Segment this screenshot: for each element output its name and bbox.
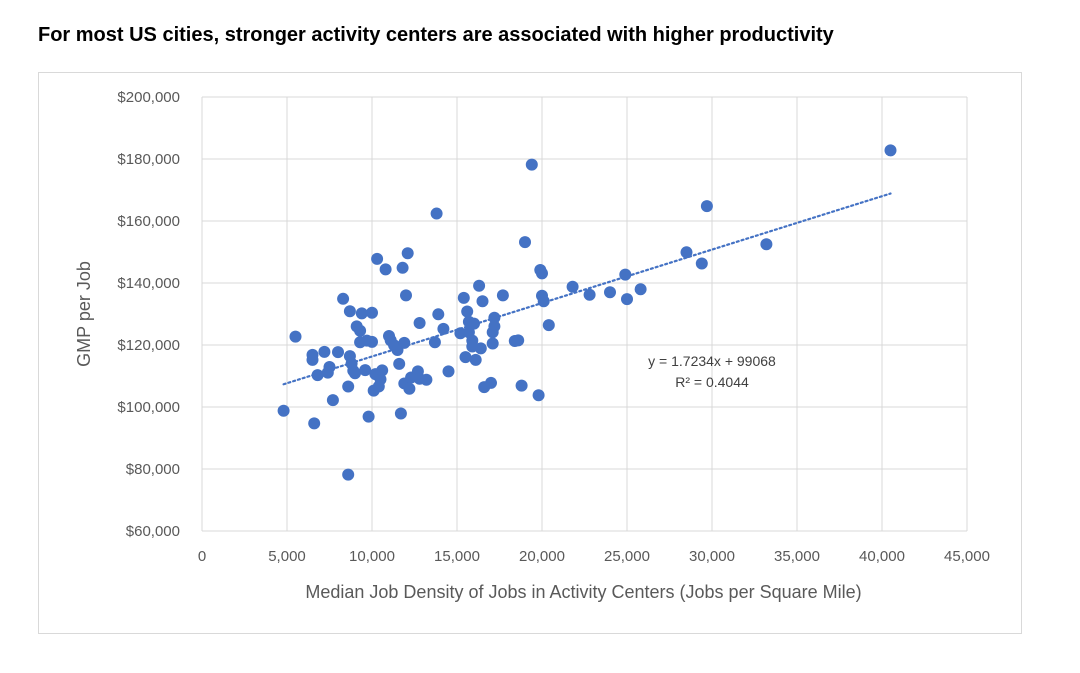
data-point [485, 376, 497, 389]
chart-title: For most US cities, stronger activity ce… [38, 24, 834, 46]
data-point [457, 291, 470, 304]
data-point [394, 407, 407, 420]
data-point [354, 324, 367, 337]
y-tick-label: $120,000 [117, 337, 180, 354]
x-axis-title: Median Job Density of Jobs in Activity C… [305, 582, 861, 602]
x-tick-label: 35,000 [774, 548, 820, 565]
data-point [542, 319, 555, 332]
data-point [430, 207, 443, 220]
data-point [583, 288, 596, 301]
data-point [488, 320, 501, 333]
y-tick-label: $80,000 [126, 461, 180, 478]
data-point [420, 373, 433, 386]
x-tick-label: 45,000 [944, 548, 990, 565]
data-point [413, 316, 426, 329]
data-point [474, 342, 487, 355]
data-point [355, 307, 368, 320]
data-point [515, 379, 528, 392]
x-tick-label: 5,000 [268, 548, 306, 565]
data-point [437, 322, 450, 335]
y-tick-label: $60,000 [126, 523, 180, 540]
scatter-points [277, 144, 897, 481]
data-point [566, 280, 579, 293]
data-point [401, 247, 414, 260]
data-point [634, 283, 647, 296]
data-point [398, 336, 411, 349]
data-point [700, 200, 713, 213]
data-point [403, 382, 416, 395]
data-point [393, 357, 406, 370]
data-point [318, 345, 331, 358]
data-point [311, 369, 324, 382]
data-point [400, 289, 412, 302]
data-point [619, 268, 632, 281]
data-point [519, 236, 531, 249]
data-point [695, 257, 708, 270]
data-point [366, 306, 378, 319]
y-tick-label: $100,000 [117, 399, 180, 416]
data-point [349, 367, 361, 380]
x-tick-label: 0 [198, 548, 206, 565]
x-tick-label: 30,000 [689, 548, 735, 565]
data-point [289, 330, 302, 343]
data-point [332, 346, 344, 359]
x-tick-label: 15,000 [434, 548, 480, 565]
data-point [396, 261, 409, 274]
data-point [379, 263, 392, 276]
data-point [621, 293, 633, 306]
data-point [486, 337, 499, 350]
data-point [496, 289, 509, 302]
data-point [476, 295, 489, 308]
data-point [532, 389, 545, 402]
data-point [469, 353, 482, 366]
data-point [326, 394, 339, 407]
data-point [362, 410, 375, 423]
y-tick-label: $180,000 [117, 151, 180, 168]
data-point [306, 353, 319, 366]
trendline-equation: y = 1.7234x + 99068 [648, 353, 776, 369]
data-point [374, 373, 387, 386]
x-tick-label: 10,000 [349, 548, 395, 565]
data-point [337, 292, 350, 305]
y-tick-label: $200,000 [117, 89, 180, 106]
data-point [359, 364, 372, 377]
data-point [342, 380, 355, 393]
data-point [604, 286, 616, 299]
x-tick-label: 25,000 [604, 548, 650, 565]
x-tick-label: 40,000 [859, 548, 905, 565]
data-point [473, 279, 486, 292]
x-tick-label: 20,000 [519, 548, 565, 565]
data-point [308, 417, 321, 430]
data-point [459, 351, 472, 364]
y-axis-title: GMP per Job [74, 261, 94, 367]
data-point [461, 305, 474, 318]
data-point [343, 305, 356, 318]
data-point [376, 364, 389, 377]
data-point [442, 365, 455, 378]
data-point [488, 311, 501, 324]
data-point [432, 308, 445, 321]
gridlines [201, 96, 968, 532]
data-point [884, 144, 897, 157]
y-axis-tick-labels: $60,000 $80,000 $100,000 $120,000 $140,000 $1… [117, 89, 180, 540]
data-point [537, 295, 550, 308]
data-point [323, 361, 336, 374]
data-point [366, 335, 378, 348]
data-point [277, 404, 290, 417]
trendline [282, 192, 892, 386]
data-point [525, 158, 538, 171]
data-point [680, 246, 693, 259]
data-point [371, 252, 384, 265]
data-point [512, 334, 525, 347]
x-axis-tick-labels: 0 5,000 10,000 15,000 20,000 25,000 30,000 35,0… [198, 548, 990, 565]
y-tick-label: $160,000 [117, 213, 180, 230]
data-point [536, 267, 548, 280]
data-point [342, 468, 355, 481]
trendline-r-squared: R² = 0.4044 [675, 374, 749, 390]
data-point [760, 238, 773, 251]
y-tick-label: $140,000 [117, 275, 180, 292]
data-point [468, 317, 480, 330]
data-point [428, 336, 441, 349]
